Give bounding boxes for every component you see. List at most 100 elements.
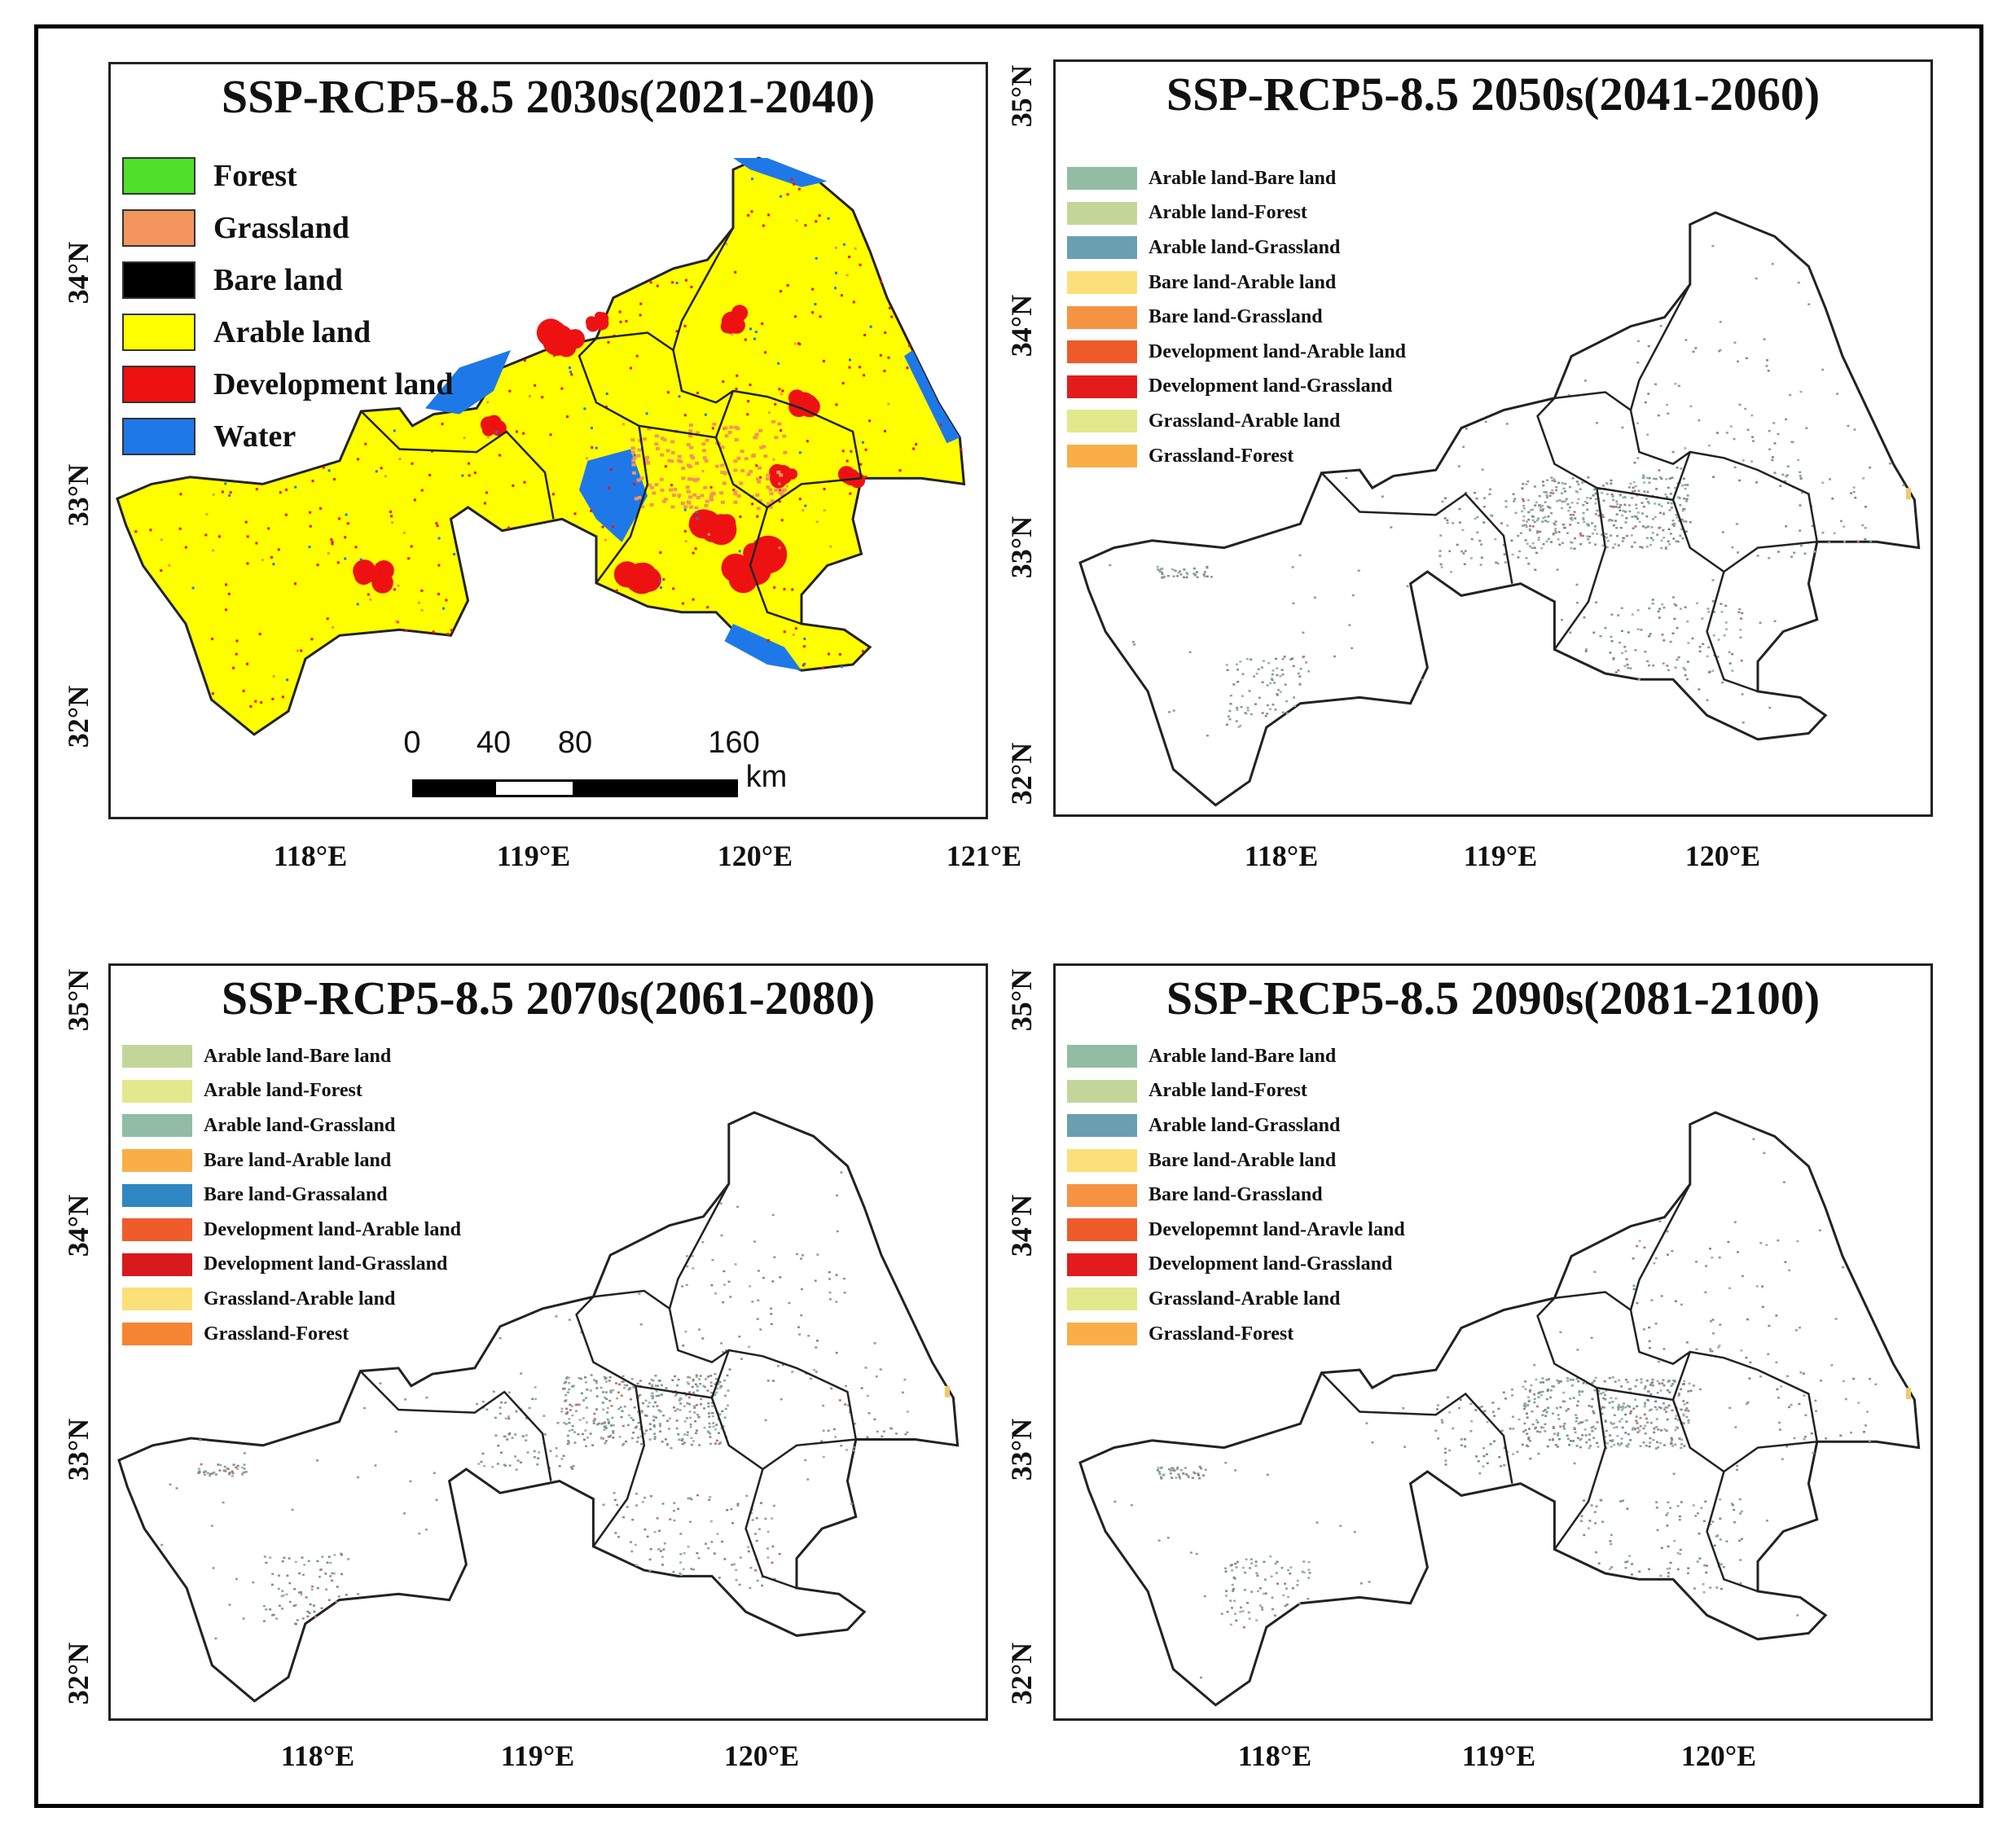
transition-cell (1636, 511, 1640, 514)
transition-cell (882, 1430, 885, 1433)
transition-cell (1522, 500, 1525, 502)
transition-cell (1619, 526, 1623, 529)
transition-cell (779, 1276, 782, 1279)
land-use-cell (802, 509, 805, 512)
transition-cell (1171, 1467, 1175, 1470)
transition-cell (649, 1428, 652, 1431)
transition-cell (1686, 494, 1689, 497)
transition-cell (814, 1279, 817, 1282)
transition-cell (1706, 1564, 1708, 1567)
land-use-cell (569, 366, 571, 369)
transition-cell (1643, 1413, 1646, 1416)
transition-cell (1735, 523, 1738, 525)
transition-cell (1518, 550, 1522, 553)
land-use-cell (326, 617, 329, 621)
land-use-cell (767, 213, 771, 217)
transition-cell (1299, 668, 1302, 670)
transition-cell (1609, 1434, 1612, 1437)
transition-cell (687, 1396, 691, 1399)
transition-cell (1553, 478, 1556, 480)
transition-cell (571, 1424, 574, 1428)
transition-cell (1266, 704, 1269, 707)
transition-cell (657, 1394, 660, 1397)
transition-cell (1257, 1590, 1259, 1593)
transition-cell (847, 1404, 850, 1406)
transition-cell (1788, 1269, 1791, 1272)
transition-cell (1230, 1564, 1233, 1566)
land-use-cell (774, 402, 777, 406)
grassland-cell (670, 459, 674, 463)
legend-item: Arable land-Grassland (1067, 1108, 1405, 1143)
transition-cell (1644, 651, 1647, 653)
transition-cell (543, 1433, 547, 1436)
transition-cell (1682, 520, 1685, 523)
transition-cell (1269, 708, 1272, 710)
development-patch (375, 573, 391, 589)
transition-cell (1535, 1419, 1539, 1421)
transition-cell (1648, 664, 1650, 667)
transition-cell (1224, 1570, 1228, 1573)
grassland-cell (631, 458, 636, 463)
transition-cell (845, 1384, 847, 1388)
transition-cell (770, 1313, 773, 1315)
transition-cell (1738, 403, 1741, 406)
transition-cell (1621, 1405, 1624, 1408)
transition-cell (1250, 713, 1253, 716)
transition-cell (1226, 669, 1229, 672)
transition-cell (1611, 1439, 1614, 1441)
transition-cell (277, 1587, 280, 1590)
transition-cell (696, 1389, 699, 1392)
transition-cell (650, 1384, 653, 1386)
transition-cell (1648, 1346, 1651, 1349)
transition-cell (1659, 476, 1662, 479)
transition-cell (1206, 565, 1209, 568)
grassland-cell (712, 422, 717, 426)
transition-cell (327, 1599, 331, 1601)
transition-cell (231, 1475, 234, 1477)
land-use-cell (815, 257, 818, 260)
transition-cell (1799, 1371, 1803, 1374)
transition-cell (269, 1608, 272, 1611)
land-use-cell (848, 366, 851, 369)
land-use-cell (672, 587, 675, 590)
transition-cell (1254, 1560, 1258, 1563)
transition-cell (1588, 1438, 1591, 1441)
transition-cell (1525, 525, 1528, 529)
transition-cell (1593, 488, 1597, 491)
transition-cell (1707, 611, 1711, 613)
transition-cell (1765, 1244, 1768, 1246)
transition-cell (1733, 437, 1736, 441)
land-use-cell (939, 423, 942, 427)
transition-cell (1671, 1249, 1674, 1253)
transition-cell (1632, 1284, 1636, 1287)
transition-cell (1587, 537, 1590, 541)
transition-cell (1284, 1582, 1287, 1585)
transition-cell (1616, 502, 1619, 506)
transition-cell (1622, 510, 1625, 512)
grassland-cell (681, 476, 686, 480)
transition-cell (1625, 1420, 1628, 1423)
transition-cell (1636, 628, 1640, 630)
land-use-cell (601, 525, 604, 529)
transition-cell (1617, 1408, 1620, 1411)
land-use-cell (473, 472, 477, 475)
transition-cell (568, 1418, 571, 1420)
transition-cell (1225, 1590, 1228, 1592)
transition-cell (214, 1473, 217, 1476)
transition-cell (770, 1323, 773, 1326)
grassland-cell (689, 445, 694, 450)
transition-cell (1544, 520, 1547, 522)
land-use-cell (450, 629, 453, 632)
transition-cell (1739, 1582, 1742, 1585)
transition-cell (1595, 1505, 1598, 1507)
land-use-cell (486, 436, 490, 439)
transition-cell (1225, 1595, 1228, 1597)
land-use-cell (612, 525, 615, 529)
grassland-cell (671, 494, 676, 498)
grassland-cell (636, 454, 641, 458)
transition-cell (1649, 1421, 1653, 1424)
transition-cell (1666, 1525, 1669, 1527)
transition-cell (759, 1328, 762, 1331)
transition-cell (1651, 532, 1654, 534)
transition-cell (656, 1405, 659, 1407)
